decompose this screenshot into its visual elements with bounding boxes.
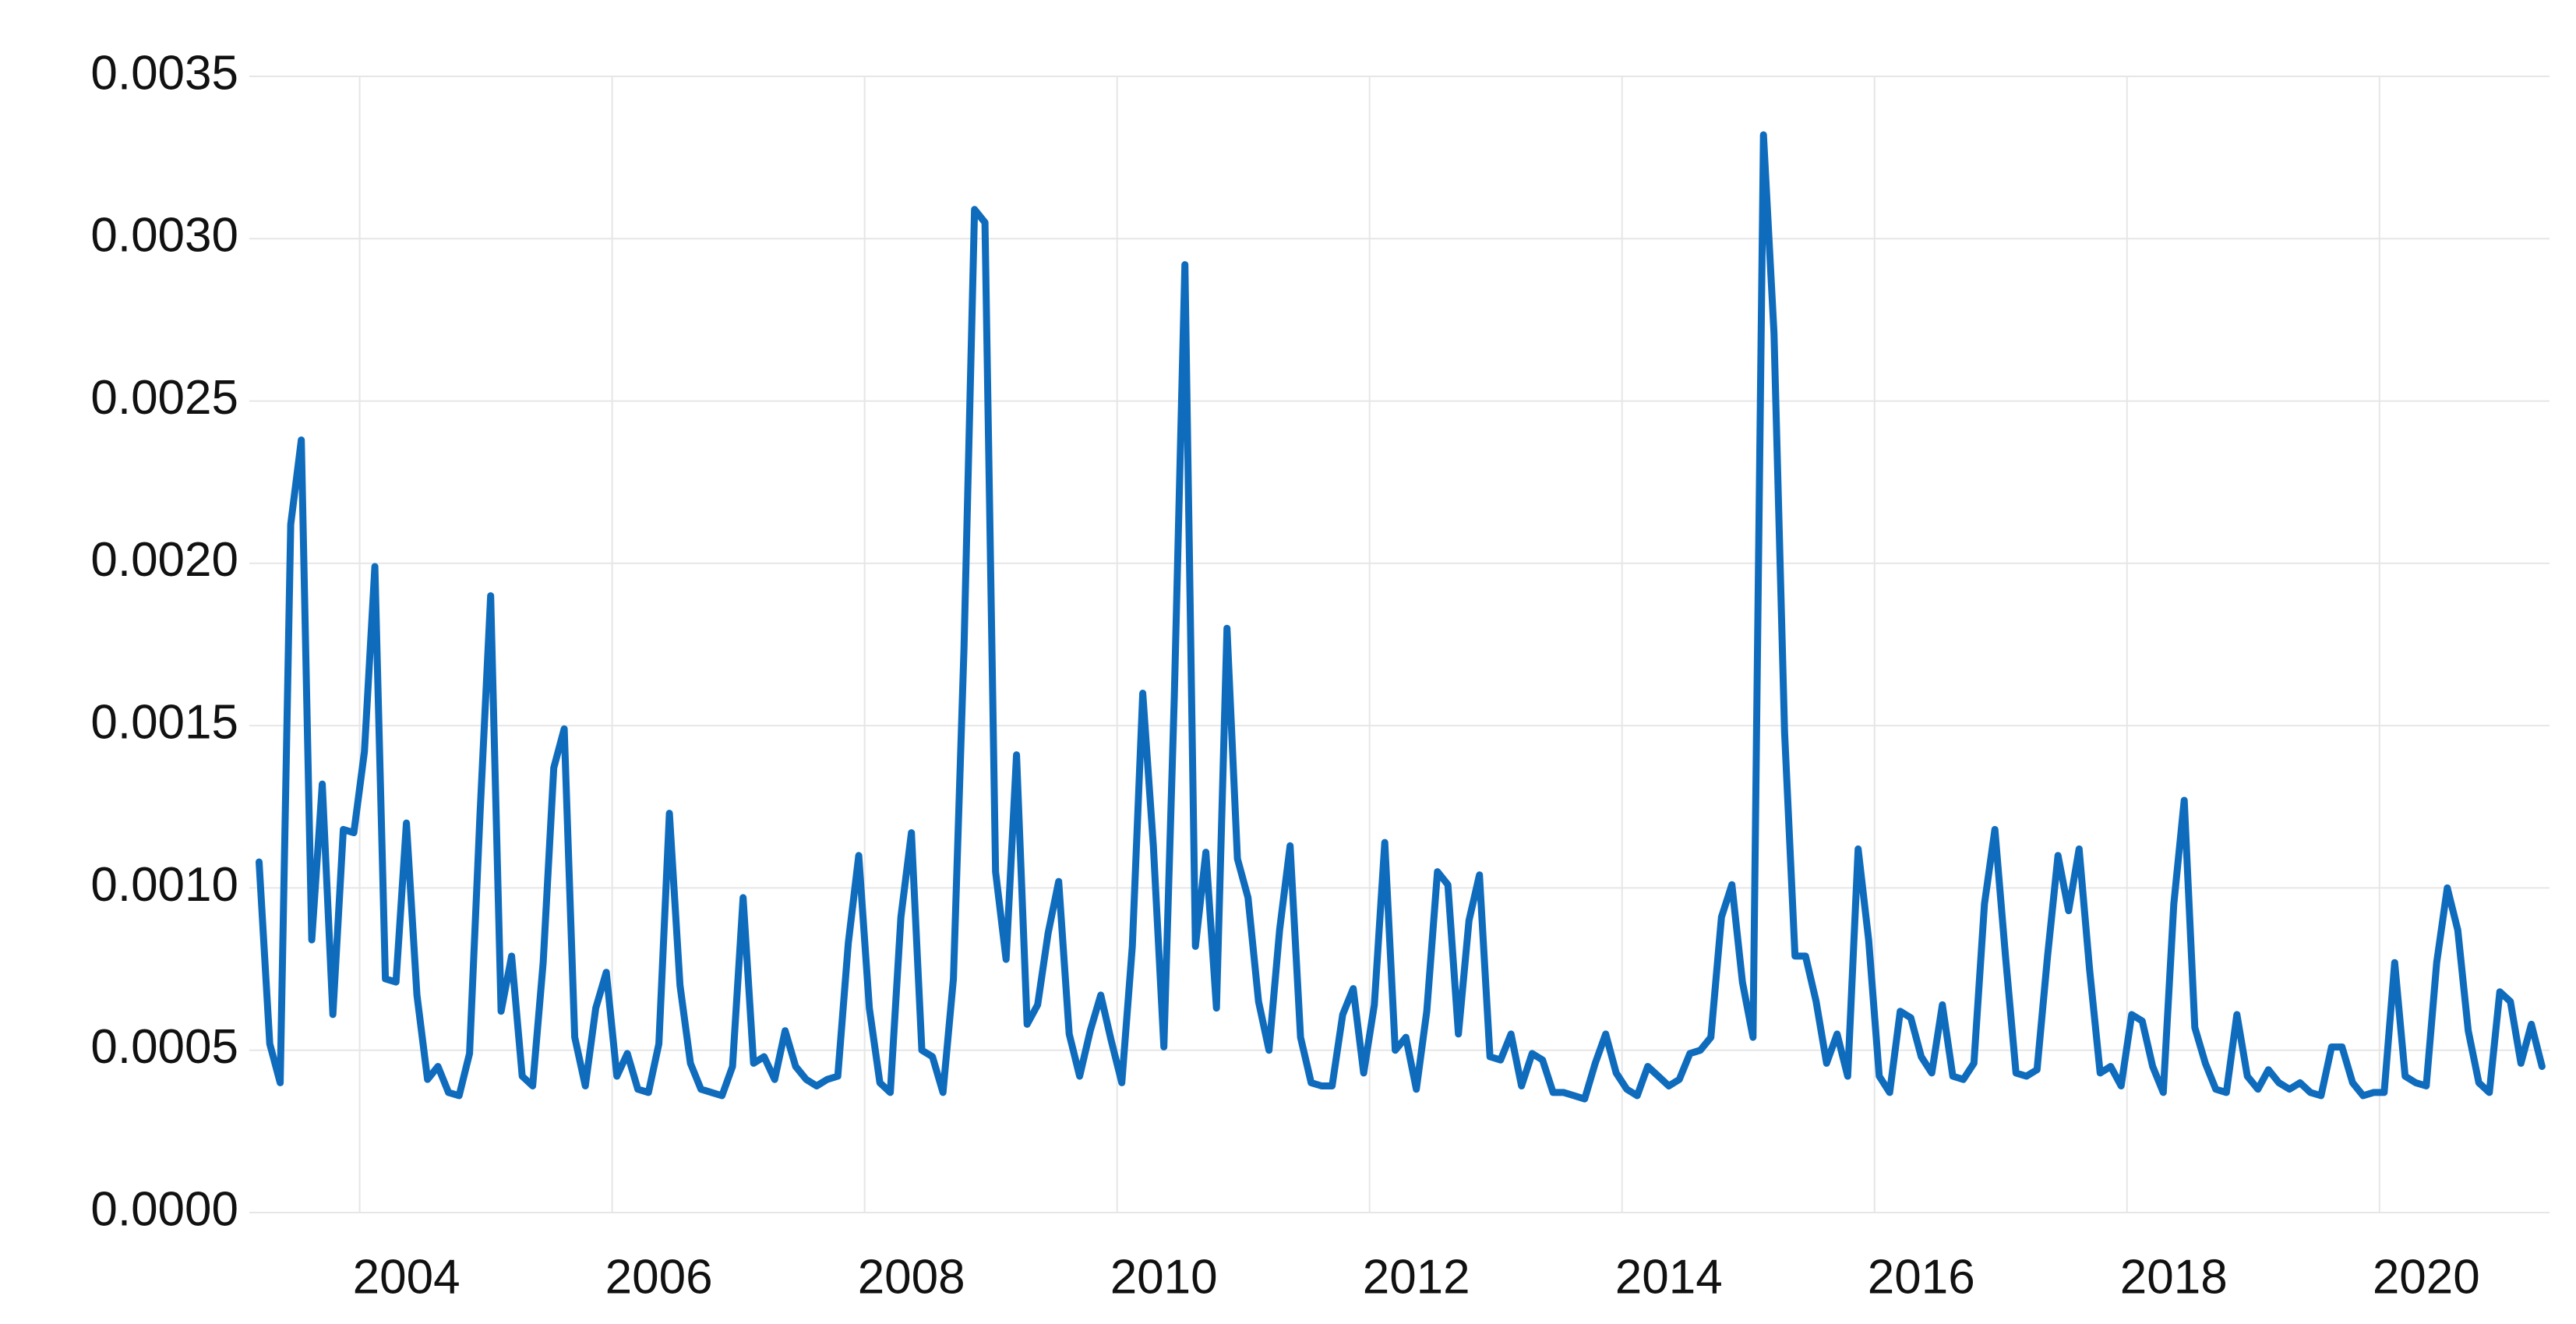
x-tick-label: 2020 — [2373, 1250, 2480, 1304]
y-tick-label: 0.0025 — [90, 371, 238, 425]
y-tick-label: 0.0030 — [90, 209, 238, 263]
y-tick-label: 0.0020 — [90, 533, 238, 587]
y-tick-label: 0.0035 — [90, 46, 238, 100]
x-tick-label: 2014 — [1615, 1250, 1723, 1304]
x-tick-label: 2004 — [353, 1250, 461, 1304]
y-tick-label: 0.0000 — [90, 1182, 238, 1236]
y-tick-label: 0.0015 — [90, 696, 238, 750]
x-tick-label: 2016 — [1868, 1250, 1975, 1304]
x-tick-label: 2012 — [1363, 1250, 1470, 1304]
x-tick-label: 2008 — [858, 1250, 965, 1304]
x-tick-label: 2010 — [1110, 1250, 1218, 1304]
y-tick-label: 0.0010 — [90, 858, 238, 912]
data-line — [256, 131, 2546, 1103]
x-tick-label: 2006 — [605, 1250, 713, 1304]
x-tick-label: 2018 — [2120, 1250, 2228, 1304]
y-tick-label: 0.0005 — [90, 1020, 238, 1074]
